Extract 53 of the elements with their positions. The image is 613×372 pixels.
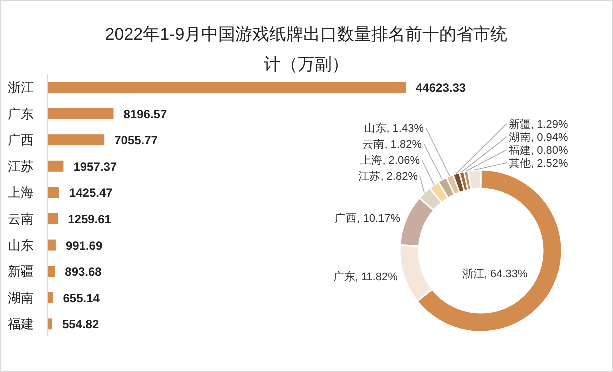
bar (48, 266, 56, 278)
data-label: 44623.33 (416, 81, 466, 95)
slice-label: 新疆 (509, 118, 531, 131)
data-label: , 2.06% (382, 155, 420, 167)
slice-label: 湖南 (509, 131, 531, 144)
y-tick-label: 新疆 (8, 264, 34, 280)
data-label: , 0.80% (531, 145, 569, 157)
data-label: 655.14 (63, 291, 100, 306)
data-label: , 64.33% (484, 268, 528, 281)
data-label: , 11.82% (355, 272, 398, 284)
data-label: , 2.52% (531, 158, 569, 170)
bar (48, 160, 64, 172)
data-label: 1957.37 (74, 160, 118, 174)
data-label: , 1.82% (384, 139, 422, 151)
bar (48, 214, 58, 224)
data-label: , 1.29% (531, 119, 569, 131)
y-tick-label: 浙江 (8, 80, 34, 95)
bar (48, 187, 60, 198)
slice-label: 其他 (509, 157, 531, 170)
y-tick-label: 福建 (8, 316, 34, 332)
y-tick-label: 山东 (8, 238, 34, 253)
data-label: , 0.94% (531, 132, 569, 144)
slice-label: 广东 (333, 270, 356, 284)
y-tick-label: 云南 (8, 212, 34, 226)
data-label: 554.82 (62, 318, 100, 332)
slice-label: 福建 (509, 144, 531, 157)
data-label: 991.69 (66, 238, 103, 253)
data-label: 1425.47 (69, 186, 114, 200)
slice-label: 浙江 (462, 268, 484, 281)
slice-label: 云南 (362, 138, 385, 151)
data-label: , 2.82% (380, 171, 418, 183)
data-label: 8196.57 (124, 107, 168, 122)
data-label: 1259.61 (68, 212, 112, 226)
bar (48, 82, 406, 93)
y-tick-label: 江苏 (8, 158, 34, 174)
y-tick-label: 上海 (8, 185, 34, 200)
bar (48, 292, 54, 304)
slice-label: 上海 (360, 154, 383, 167)
data-label: 7055.77 (114, 134, 158, 148)
y-tick-label: 广东 (8, 106, 34, 122)
bar (48, 240, 56, 251)
slice-label: 山东 (364, 122, 387, 135)
data-label: , 1.43% (386, 123, 424, 135)
bar (48, 134, 105, 146)
chart-title: 2022年1-9月中国游戏纸牌出口数量排名前十的省市统计（万副） (105, 25, 508, 74)
bar (48, 108, 114, 120)
y-tick-label: 广西 (8, 132, 34, 148)
slice-label: 广西 (335, 212, 358, 225)
bar (48, 318, 52, 330)
slice-label: 江苏 (358, 170, 381, 183)
data-label: , 10.17% (357, 212, 401, 225)
y-tick-label: 湖南 (8, 290, 34, 306)
data-label: 893.68 (65, 265, 102, 280)
